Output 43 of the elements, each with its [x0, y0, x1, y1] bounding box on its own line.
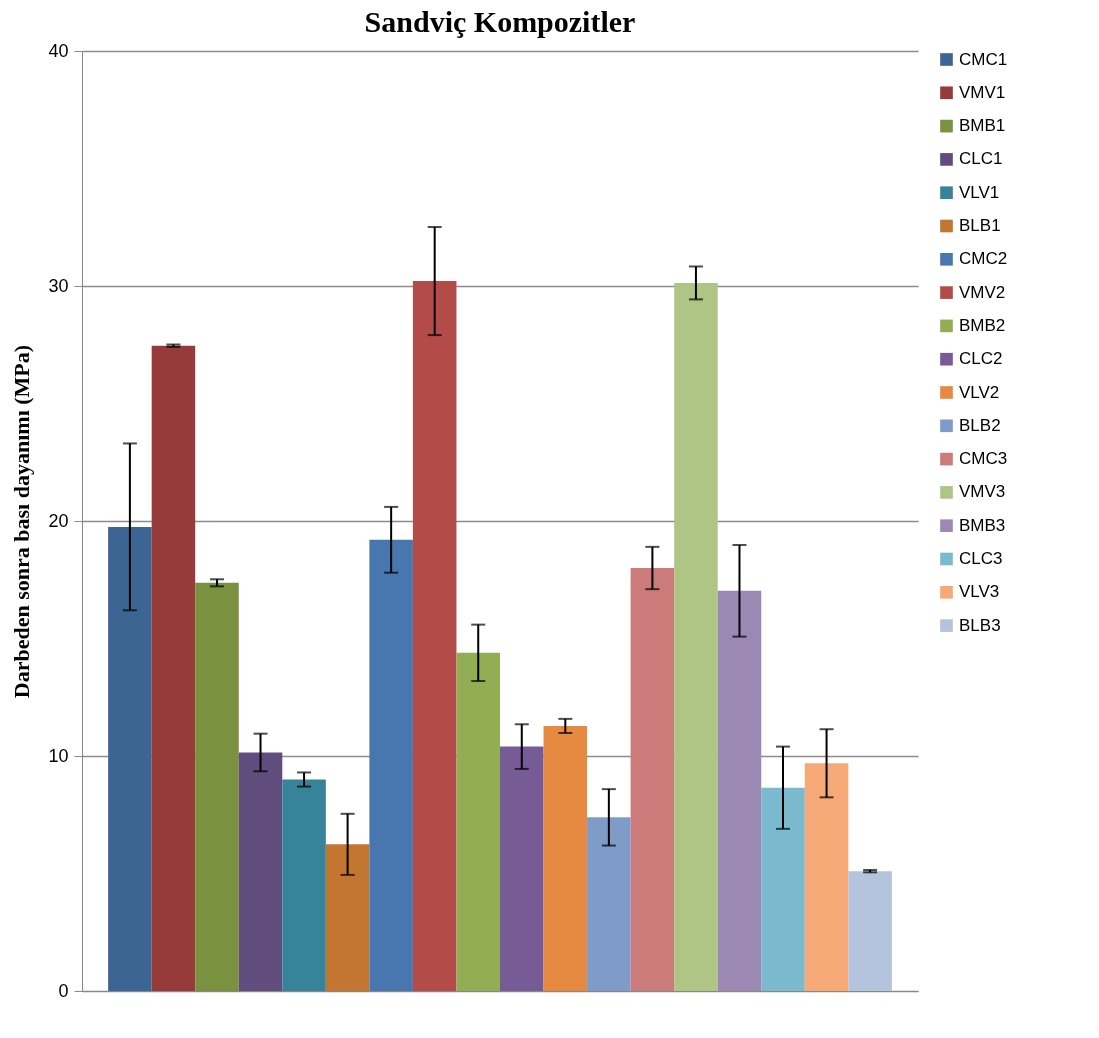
- legend-label: VMV1: [959, 82, 1006, 102]
- legend-label: BMB3: [959, 515, 1006, 535]
- legend-label: VMV3: [959, 482, 1006, 502]
- bar: [238, 752, 283, 991]
- bar: [543, 725, 588, 991]
- bar: [674, 282, 718, 991]
- bar: [325, 844, 370, 991]
- y-tick-label: 20: [48, 510, 69, 531]
- legend-label: VLV1: [959, 182, 1000, 202]
- bar: [717, 590, 762, 991]
- legend-label: BMB1: [959, 116, 1006, 136]
- y-tick-label: 40: [48, 40, 69, 61]
- bar: [369, 539, 413, 991]
- legend-label: VLV2: [959, 382, 1000, 402]
- y-tick-label: 0: [58, 980, 69, 1001]
- bar: [195, 582, 239, 991]
- legend-label: VMV2: [959, 282, 1006, 302]
- y-axis-title: Darbeden sonra bası dayanımı (MPa): [9, 344, 35, 699]
- bar: [412, 281, 457, 991]
- legend-label: VLV3: [959, 582, 1000, 602]
- chart-title: Sandviç Kompozitler: [364, 5, 636, 38]
- bar: [630, 568, 675, 991]
- legend-label: CLC3: [959, 549, 1003, 568]
- y-tick-label: 30: [48, 275, 69, 296]
- bar: [151, 345, 196, 991]
- bar: [761, 787, 805, 991]
- legend-label: BLB3: [959, 615, 1001, 635]
- legend-label: CMC1: [959, 49, 1008, 69]
- bar: [804, 763, 849, 991]
- bar: [282, 779, 326, 991]
- bar: [108, 526, 152, 991]
- legend-label: CMC2: [959, 249, 1008, 269]
- bar: [456, 652, 500, 991]
- legend-label: BMB2: [959, 315, 1006, 335]
- bar: [587, 817, 631, 991]
- legend-label: BLB1: [959, 216, 1001, 235]
- bar: [500, 746, 544, 991]
- legend-label: CLC2: [959, 349, 1003, 369]
- bar: [848, 871, 892, 991]
- legend-label: CMC3: [959, 449, 1008, 469]
- legend-label: BLB2: [959, 415, 1001, 435]
- y-tick-label: 10: [48, 745, 69, 766]
- legend-label: CLC1: [959, 149, 1003, 169]
